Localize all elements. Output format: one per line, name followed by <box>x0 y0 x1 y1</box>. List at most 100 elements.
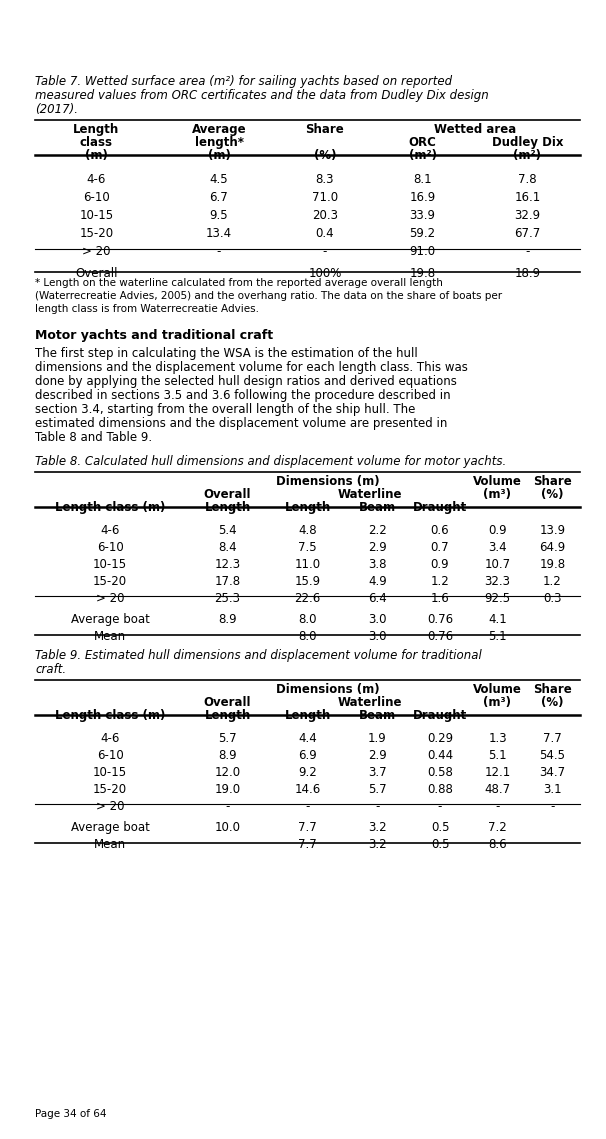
Text: -: - <box>525 245 530 259</box>
Text: 6-10: 6-10 <box>83 191 110 204</box>
Text: 8.9: 8.9 <box>218 613 237 626</box>
Text: 8.9: 8.9 <box>218 749 237 762</box>
Text: 8.6: 8.6 <box>488 838 507 851</box>
Text: 7.5: 7.5 <box>298 541 317 554</box>
Text: -: - <box>305 800 310 813</box>
Text: Overall: Overall <box>75 267 118 280</box>
Text: (m³): (m³) <box>484 696 511 708</box>
Text: -: - <box>217 245 221 259</box>
Text: section 3.4, starting from the overall length of the ship hull. The: section 3.4, starting from the overall l… <box>35 403 415 416</box>
Text: -: - <box>550 800 554 813</box>
Text: 1.2: 1.2 <box>431 575 450 588</box>
Text: Length class (m): Length class (m) <box>55 708 165 722</box>
Text: 17.8: 17.8 <box>215 575 241 588</box>
Text: measured values from ORC certificates and the data from Dudley Dix design: measured values from ORC certificates an… <box>35 89 489 103</box>
Text: dimensions and the displacement volume for each length class. This was: dimensions and the displacement volume f… <box>35 361 468 374</box>
Text: 32.9: 32.9 <box>514 208 541 222</box>
Text: Beam: Beam <box>359 708 396 722</box>
Text: Beam: Beam <box>359 501 396 514</box>
Text: (m): (m) <box>85 149 108 162</box>
Text: 0.7: 0.7 <box>431 541 449 554</box>
Text: Draught: Draught <box>413 501 467 514</box>
Text: 0.29: 0.29 <box>427 732 453 745</box>
Text: 4.8: 4.8 <box>298 524 317 536</box>
Text: 33.9: 33.9 <box>410 208 436 222</box>
Text: 3.0: 3.0 <box>368 630 387 644</box>
Text: 10.7: 10.7 <box>484 558 511 571</box>
Text: 54.5: 54.5 <box>539 749 565 762</box>
Text: 0.4: 0.4 <box>316 227 335 240</box>
Text: 4.4: 4.4 <box>298 732 317 745</box>
Text: 15-20: 15-20 <box>93 782 127 796</box>
Text: 100%: 100% <box>308 267 342 280</box>
Text: Dimensions (m): Dimensions (m) <box>276 683 379 696</box>
Text: 10-15: 10-15 <box>79 208 113 222</box>
Text: 6-10: 6-10 <box>96 749 124 762</box>
Text: 12.1: 12.1 <box>484 767 511 779</box>
Text: 0.9: 0.9 <box>488 524 507 536</box>
Text: 19.0: 19.0 <box>215 782 241 796</box>
Text: 6.4: 6.4 <box>368 592 387 605</box>
Text: 0.76: 0.76 <box>427 630 453 644</box>
Text: * Length on the waterline calculated from the reported average overall length: * Length on the waterline calculated fro… <box>35 278 443 288</box>
Text: 0.5: 0.5 <box>431 838 449 851</box>
Text: 18.9: 18.9 <box>514 267 541 280</box>
Text: 7.7: 7.7 <box>543 732 562 745</box>
Text: length class is from Waterrecreatie Advies.: length class is from Waterrecreatie Advi… <box>35 304 259 314</box>
Text: 34.7: 34.7 <box>539 767 565 779</box>
Text: 7.7: 7.7 <box>298 821 317 834</box>
Text: Wetted area: Wetted area <box>434 123 516 136</box>
Text: Table 8 and Table 9.: Table 8 and Table 9. <box>35 431 152 444</box>
Text: 0.76: 0.76 <box>427 613 453 626</box>
Text: 4-6: 4-6 <box>101 524 120 536</box>
Text: 4-6: 4-6 <box>87 173 106 186</box>
Text: Overall: Overall <box>204 696 251 708</box>
Text: 7.2: 7.2 <box>488 821 507 834</box>
Text: Table 9. Estimated hull dimensions and displacement volume for traditional: Table 9. Estimated hull dimensions and d… <box>35 649 482 662</box>
Text: 0.58: 0.58 <box>427 767 453 779</box>
Text: Mean: Mean <box>94 630 126 644</box>
Text: 4-6: 4-6 <box>101 732 120 745</box>
Text: (%): (%) <box>314 149 336 162</box>
Text: -: - <box>495 800 500 813</box>
Text: 0.6: 0.6 <box>431 524 449 536</box>
Text: (2017).: (2017). <box>35 103 78 116</box>
Text: (Waterrecreatie Advies, 2005) and the overhang ratio. The data on the share of b: (Waterrecreatie Advies, 2005) and the ov… <box>35 290 502 301</box>
Text: Dudley Dix: Dudley Dix <box>491 136 563 149</box>
Text: Share: Share <box>305 123 344 136</box>
Text: Average boat: Average boat <box>70 821 150 834</box>
Text: -: - <box>438 800 442 813</box>
Text: (m²): (m²) <box>513 149 542 162</box>
Text: Average boat: Average boat <box>70 613 150 626</box>
Text: Table 8. Calculated hull dimensions and displacement volume for motor yachts.: Table 8. Calculated hull dimensions and … <box>35 454 506 468</box>
Text: 3.2: 3.2 <box>368 838 387 851</box>
Text: 10-15: 10-15 <box>93 767 127 779</box>
Text: 3.0: 3.0 <box>368 613 387 626</box>
Text: Share: Share <box>533 475 572 487</box>
Text: 3.7: 3.7 <box>368 767 387 779</box>
Text: 12.0: 12.0 <box>215 767 241 779</box>
Text: (m²): (m²) <box>408 149 436 162</box>
Text: 8.3: 8.3 <box>316 173 335 186</box>
Text: 6.9: 6.9 <box>298 749 317 762</box>
Text: 3.8: 3.8 <box>368 558 387 571</box>
Text: 0.88: 0.88 <box>427 782 453 796</box>
Text: Length: Length <box>284 708 331 722</box>
Text: 19.8: 19.8 <box>539 558 565 571</box>
Text: 0.44: 0.44 <box>427 749 453 762</box>
Text: 2.9: 2.9 <box>368 541 387 554</box>
Text: 5.7: 5.7 <box>218 732 237 745</box>
Text: 15-20: 15-20 <box>93 575 127 588</box>
Text: Volume: Volume <box>473 683 522 696</box>
Text: 9.5: 9.5 <box>210 208 228 222</box>
Text: craft.: craft. <box>35 663 66 677</box>
Text: Length: Length <box>284 501 331 514</box>
Text: 92.5: 92.5 <box>484 592 511 605</box>
Text: 2.9: 2.9 <box>368 749 387 762</box>
Text: Draught: Draught <box>413 708 467 722</box>
Text: 8.0: 8.0 <box>298 613 317 626</box>
Text: Length: Length <box>204 501 251 514</box>
Text: 10-15: 10-15 <box>93 558 127 571</box>
Text: 67.7: 67.7 <box>514 227 541 240</box>
Text: (%): (%) <box>541 487 564 501</box>
